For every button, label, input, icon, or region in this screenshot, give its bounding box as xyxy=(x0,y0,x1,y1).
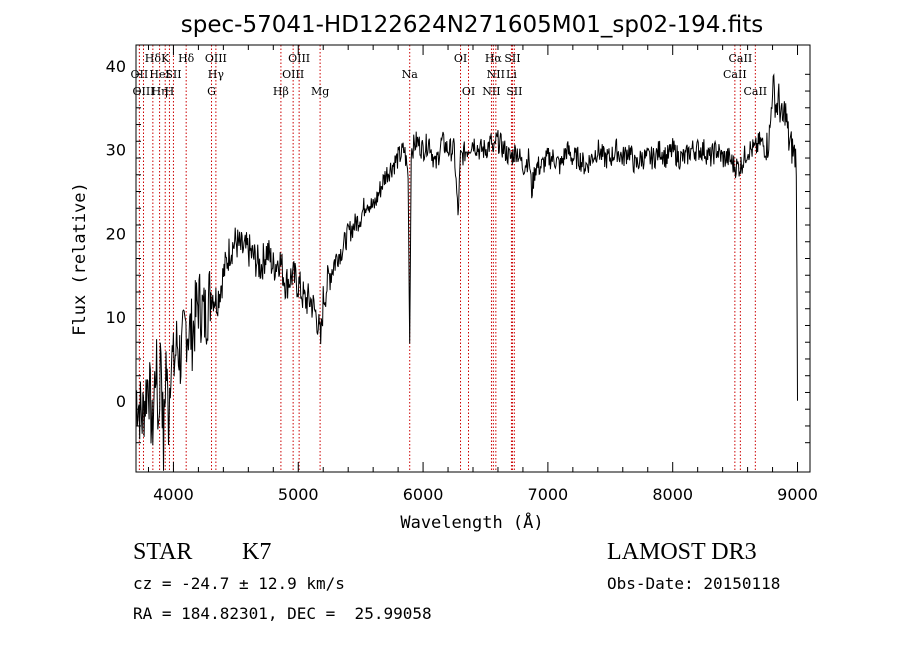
line-label: OIII xyxy=(132,85,154,98)
spectrum-line xyxy=(135,73,798,471)
line-label: HeI xyxy=(149,68,169,81)
line-label: Hδ xyxy=(178,52,195,65)
y-tick-label: 30 xyxy=(106,141,126,160)
line-label: CaII xyxy=(723,68,747,81)
survey-name: LAMOST DR3 xyxy=(607,539,757,565)
plot-area xyxy=(135,44,811,473)
line-label: NII xyxy=(482,85,500,98)
line-label: Hβ xyxy=(273,85,289,98)
x-tick-label: 5000 xyxy=(278,485,319,504)
line-label: NII xyxy=(487,68,505,81)
line-label: OIII xyxy=(282,68,304,81)
line-label: K xyxy=(161,52,170,65)
spectral-subclass: K7 xyxy=(242,539,272,565)
line-label: Hγ xyxy=(208,68,225,81)
redshift-text: cz = -24.7 ± 12.9 km/s xyxy=(133,574,345,593)
line-label: Na xyxy=(402,68,419,81)
object-class: STAR xyxy=(133,539,193,565)
line-label: Hδ xyxy=(145,52,162,65)
chart-title: spec-57041-HD122624N271605M01_sp02-194.f… xyxy=(181,12,763,38)
x-tick-label: 9000 xyxy=(777,485,818,504)
line-label: CaII xyxy=(729,52,753,65)
line-label: SII xyxy=(165,68,181,81)
line-label: OI xyxy=(462,85,475,98)
y-axis-label: Flux (relative) xyxy=(70,182,90,336)
x-tick-label: 8000 xyxy=(652,485,693,504)
line-label: G xyxy=(207,85,216,98)
line-label: OI xyxy=(454,52,467,65)
line-label: H xyxy=(165,85,175,98)
y-tick-label: 20 xyxy=(106,224,126,243)
y-tick-label: 40 xyxy=(106,57,126,76)
y-tick-label: 10 xyxy=(106,308,126,327)
x-axis-ticks: 4000 5000 6000 7000 8000 9000 xyxy=(147,45,818,504)
line-label: CaII xyxy=(743,85,767,98)
line-label: SII xyxy=(504,52,520,65)
y-tick-label: 0 xyxy=(116,392,126,411)
line-label: Mg xyxy=(311,85,329,98)
line-label: Hη xyxy=(151,85,167,98)
x-axis-label: Wavelength (Å) xyxy=(400,511,543,533)
coordinates-text: RA = 184.82301, DEC = 25.99058 xyxy=(133,604,432,623)
x-tick-label: 4000 xyxy=(153,485,194,504)
obs-date-text: Obs-Date: 20150118 xyxy=(607,574,781,593)
line-label: Li xyxy=(506,68,517,81)
x-tick-label: 6000 xyxy=(403,485,444,504)
x-tick-label: 7000 xyxy=(528,485,569,504)
line-label: SII xyxy=(506,85,522,98)
line-label: OIII xyxy=(288,52,310,65)
y-axis-ticks: 0 10 20 30 40 xyxy=(106,57,810,444)
line-label: Hα xyxy=(485,52,503,65)
plot-frame xyxy=(135,44,811,473)
line-label: OIII xyxy=(205,52,227,65)
